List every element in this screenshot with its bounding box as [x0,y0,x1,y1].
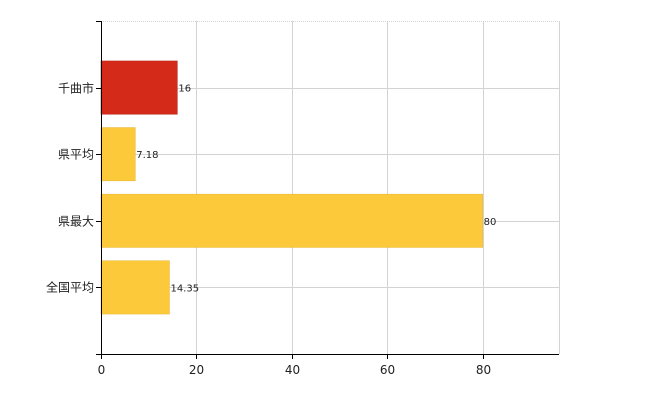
x-tick-label-2: 40 [285,363,300,377]
data-label-1: 7.18 [136,150,158,161]
bar-0 [100,60,178,115]
bar-2 [100,193,483,248]
data-label-3: 14.35 [170,283,199,294]
bar-3 [100,260,170,315]
bars [100,60,483,315]
bar-1 [100,127,136,182]
data-label-2: 80 [484,217,497,228]
category-label-3: 全国平均 [46,280,94,295]
category-label-2: 県最大 [58,215,94,229]
data-label-0: 16 [178,84,191,95]
x-tick-label-0: 0 [98,363,106,377]
x-tick-label-1: 20 [189,363,204,377]
x-tick-label-4: 80 [476,363,491,377]
category-label-1: 県平均 [58,148,94,162]
category-label-0: 千曲市 [58,81,94,96]
x-tick-label-3: 60 [380,363,395,377]
axes [96,21,559,359]
